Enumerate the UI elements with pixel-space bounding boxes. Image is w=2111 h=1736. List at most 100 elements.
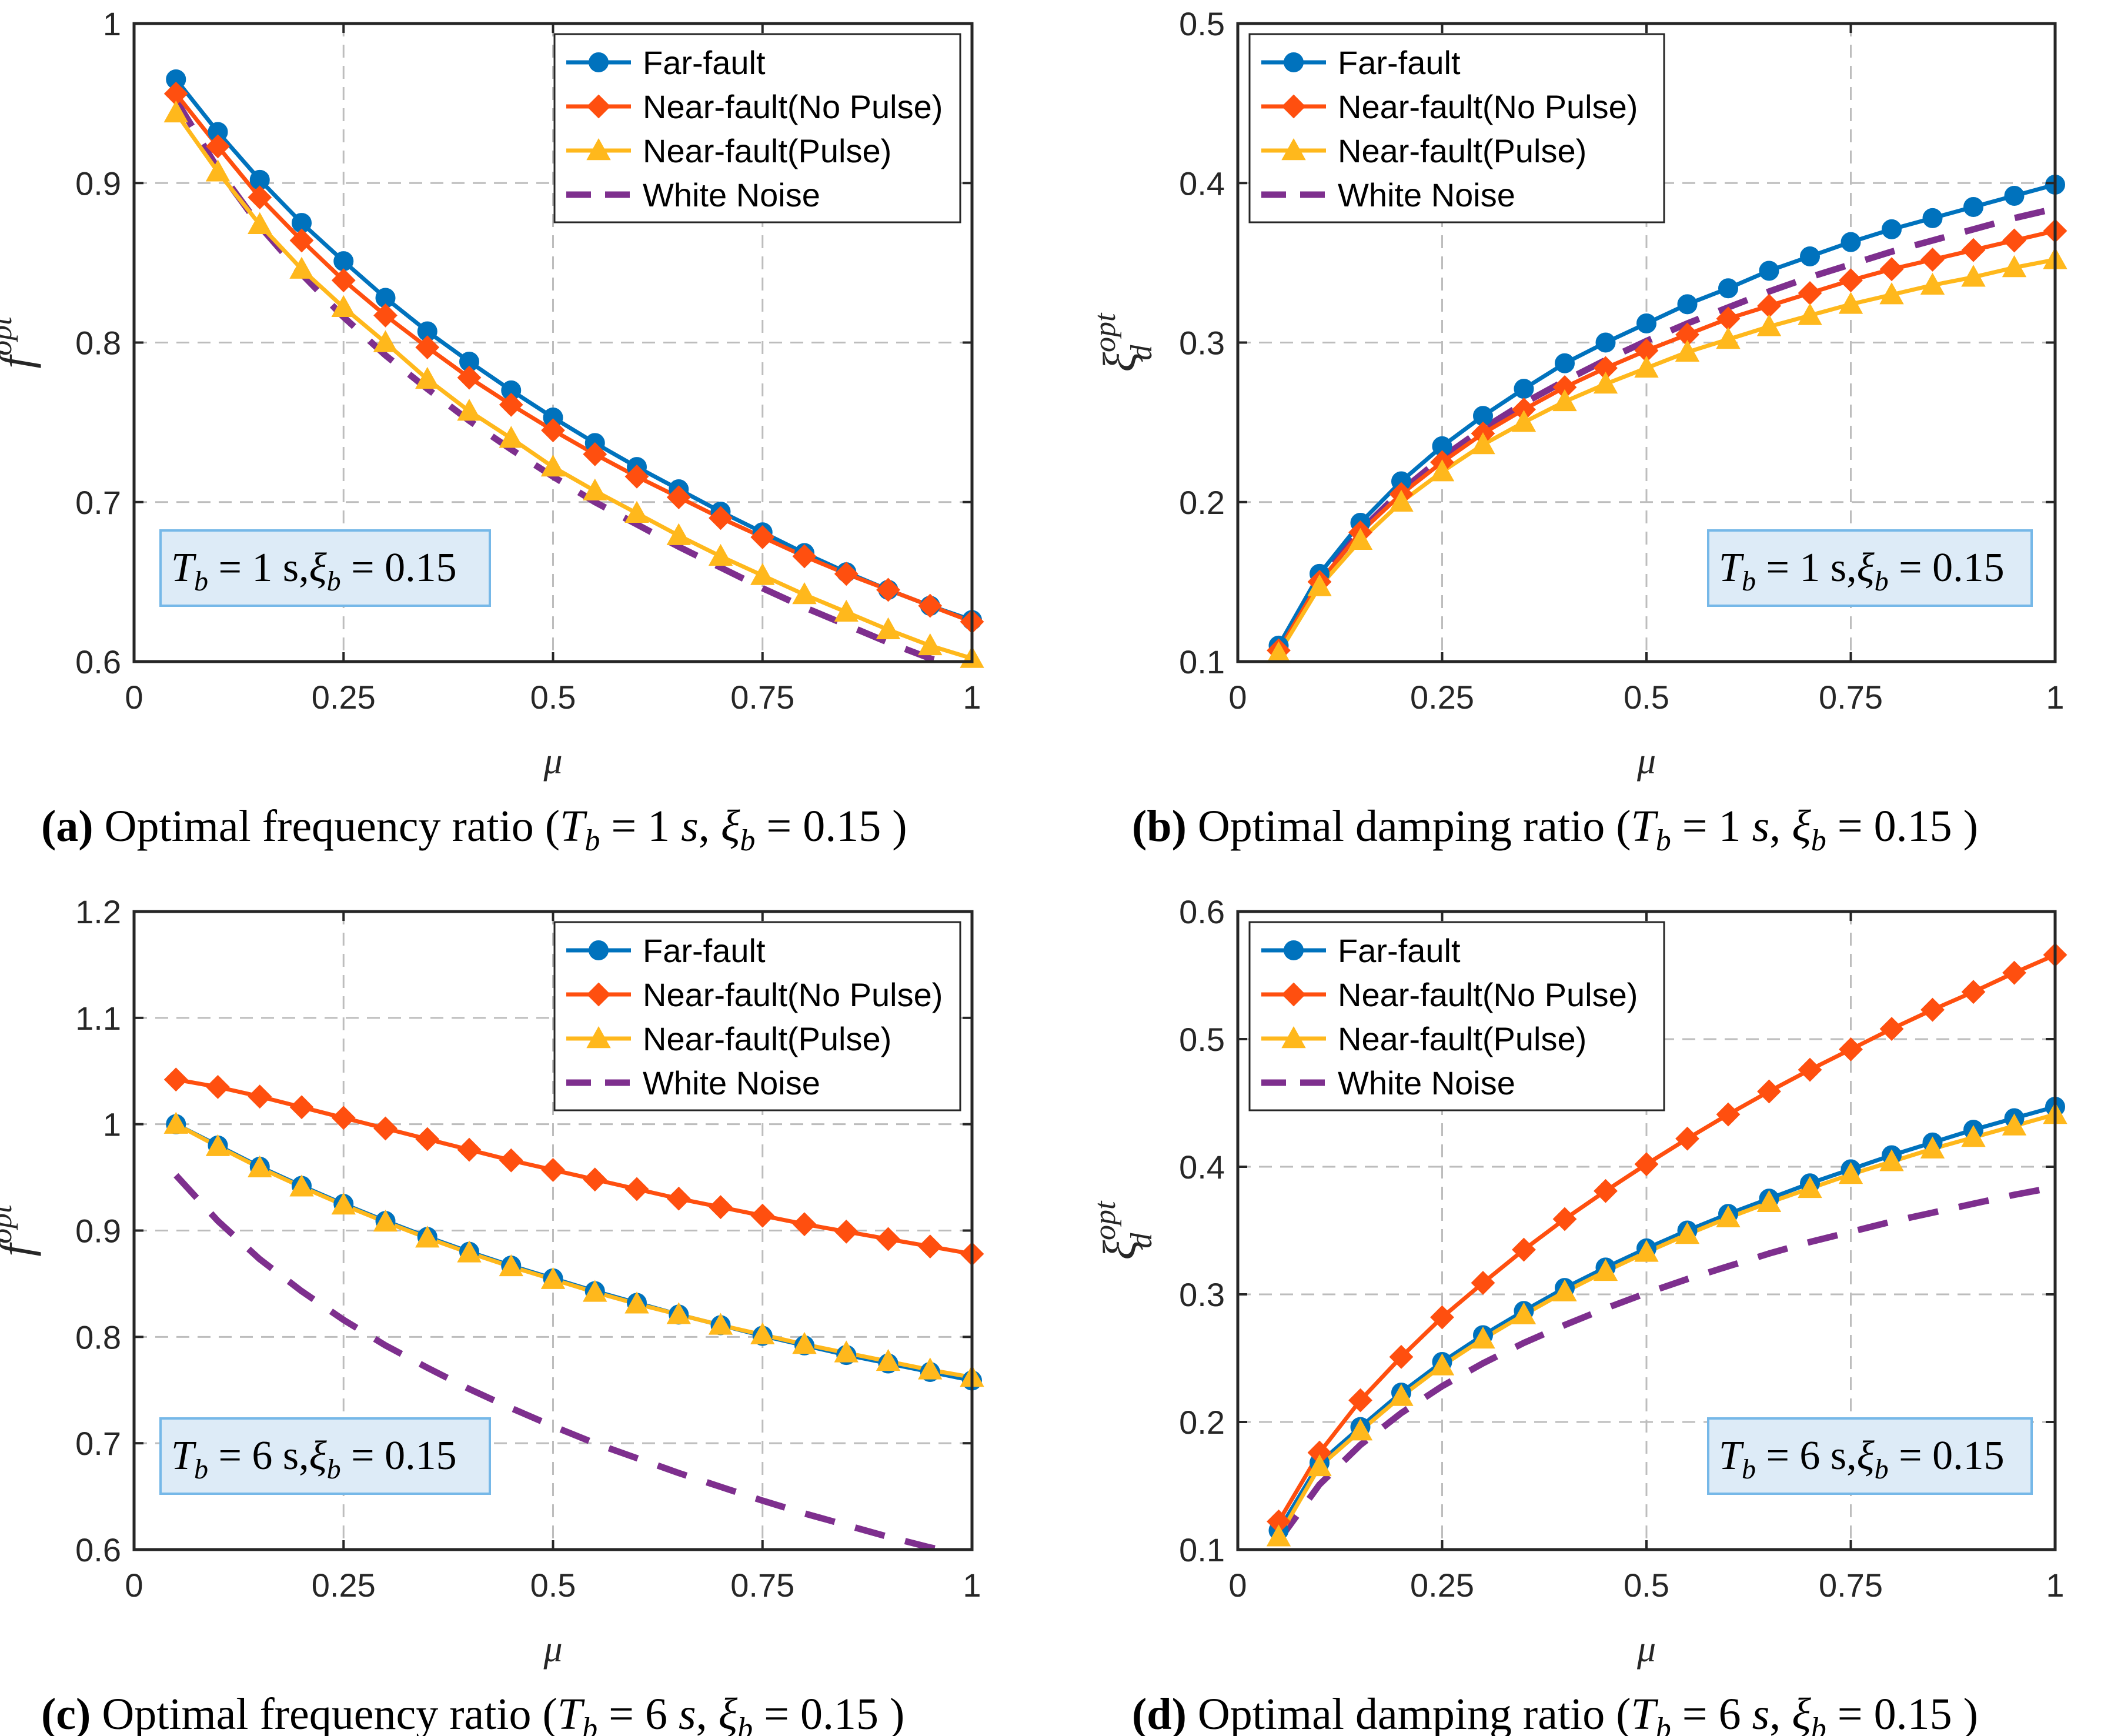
legend-label: Near-fault(Pulse) bbox=[643, 1020, 891, 1057]
x-tick-label: 1 bbox=[963, 1567, 981, 1604]
data-point-diamond bbox=[624, 464, 649, 489]
data-point-diamond bbox=[499, 392, 523, 417]
data-point-diamond bbox=[792, 544, 817, 569]
legend-swatch-marker bbox=[586, 982, 611, 1007]
legend-label: Far-fault bbox=[1338, 44, 1461, 81]
y-tick-label: 0.9 bbox=[75, 1213, 121, 1250]
data-point-diamond bbox=[415, 335, 440, 360]
legend-box bbox=[553, 33, 961, 223]
data-point-diamond bbox=[834, 562, 859, 586]
data-point-triangle bbox=[1798, 303, 1822, 325]
data-point-diamond bbox=[1675, 1126, 1699, 1151]
data-point-circle bbox=[2004, 185, 2025, 206]
data-point-triangle bbox=[457, 1240, 482, 1263]
legend-box bbox=[1248, 921, 1665, 1111]
data-point-triangle bbox=[583, 1280, 607, 1302]
annotation-t: T bbox=[171, 545, 197, 590]
data-point-triangle bbox=[1838, 292, 1863, 314]
data-point-triangle bbox=[624, 500, 649, 523]
data-point-circle bbox=[1800, 246, 1820, 267]
data-point-diamond bbox=[1879, 1017, 1904, 1041]
y-axis-label-main: ξ bbox=[1094, 1240, 1145, 1260]
legend-label: Near-fault(No Pulse) bbox=[643, 88, 943, 125]
x-tick-label: 0.75 bbox=[730, 1567, 794, 1604]
data-point-triangle bbox=[750, 1322, 775, 1344]
caption-xi-sub: b bbox=[1811, 1712, 1826, 1736]
data-point-triangle bbox=[457, 399, 482, 421]
legend-label: Near-fault(No Pulse) bbox=[1338, 88, 1638, 125]
data-point-triangle bbox=[499, 426, 523, 448]
data-point-triangle bbox=[331, 1193, 356, 1215]
caption-text: Optimal damping ratio ( bbox=[1187, 802, 1631, 851]
data-point-triangle bbox=[2002, 1113, 2027, 1136]
legend-box bbox=[1248, 33, 1665, 223]
data-point-diamond bbox=[918, 1234, 943, 1259]
data-point-diamond bbox=[206, 1074, 230, 1099]
data-point-diamond bbox=[1757, 1079, 1781, 1104]
data-point-triangle bbox=[876, 617, 901, 639]
y-tick-label: 1 bbox=[103, 5, 121, 42]
x-tick-label: 0.75 bbox=[730, 679, 794, 716]
y-axis-label: fopt bbox=[0, 316, 41, 369]
annotation-t-sub: b bbox=[194, 1454, 208, 1485]
y-tick-label: 0.5 bbox=[1179, 1021, 1225, 1058]
annotation: Tb = 1 s,ξb = 0.15 bbox=[1707, 529, 2033, 607]
legend-label: White Noise bbox=[643, 176, 820, 213]
y-axis-label: ξoptd bbox=[1088, 1200, 1158, 1260]
y-axis-label-main: ξ bbox=[1094, 352, 1145, 372]
data-point-diamond bbox=[666, 485, 691, 510]
y-tick-label: 1.1 bbox=[75, 1000, 121, 1037]
legend: Far-fault Near-fault(No Pulse) Near-fault(… bbox=[1248, 33, 1665, 223]
data-point-triangle bbox=[1716, 327, 1741, 349]
caption-t-sub: b bbox=[1656, 1712, 1671, 1736]
x-tick-label: 1 bbox=[2046, 1567, 2064, 1604]
x-tick-label: 0.25 bbox=[1410, 679, 1474, 716]
caption-xi: ξ bbox=[1792, 802, 1811, 851]
x-tick-label: 0 bbox=[1228, 679, 1247, 716]
x-tick-label: 1 bbox=[2046, 679, 2064, 716]
legend-label: Near-fault(Pulse) bbox=[1338, 132, 1586, 169]
y-tick-label: 0.8 bbox=[75, 325, 121, 362]
data-point-triangle bbox=[1838, 1161, 1863, 1184]
data-point-diamond bbox=[624, 1177, 649, 1201]
data-point-diamond bbox=[541, 418, 565, 443]
data-point-triangle bbox=[1920, 1136, 1945, 1159]
caption-unit: s bbox=[679, 1690, 696, 1736]
legend-swatch-marker bbox=[586, 94, 611, 119]
y-tick-label: 0.7 bbox=[75, 1425, 121, 1462]
y-tick-label: 0.1 bbox=[1179, 643, 1225, 680]
data-point-diamond bbox=[1471, 1271, 1495, 1295]
annotation-box bbox=[159, 1417, 491, 1495]
x-axis-label: μ bbox=[543, 1628, 562, 1670]
data-point-circle bbox=[1636, 313, 1656, 333]
x-tick-label: 0 bbox=[125, 679, 143, 716]
data-point-triangle bbox=[540, 455, 566, 477]
legend-swatch-marker bbox=[589, 52, 609, 72]
y-tick-label: 0.3 bbox=[1179, 1276, 1225, 1313]
x-tick-label: 0.25 bbox=[312, 1567, 376, 1604]
y-tick-label: 0.3 bbox=[1179, 325, 1225, 362]
data-point-triangle bbox=[750, 563, 775, 585]
data-point-triangle bbox=[1389, 1384, 1414, 1406]
annotation-xi-val: = 0.15 bbox=[341, 545, 457, 590]
data-point-diamond bbox=[415, 1127, 440, 1151]
data-point-triangle bbox=[624, 1291, 649, 1314]
data-point-triangle bbox=[1798, 1176, 1822, 1198]
legend: Far-fault Near-fault(No Pulse) Near-fault(… bbox=[553, 921, 961, 1111]
series-line-white-noise bbox=[1276, 1184, 2055, 1543]
caption-t: T bbox=[560, 802, 587, 851]
data-point-diamond bbox=[2002, 228, 2026, 253]
x-tick-label: 0.5 bbox=[1624, 1567, 1669, 1604]
y-axis-label-sup: opt bbox=[0, 316, 18, 356]
y-axis-label-sup: opt bbox=[1088, 1200, 1122, 1240]
annotation-t-val: = 1 s, bbox=[1756, 545, 1857, 590]
x-tick-label: 0 bbox=[125, 1567, 143, 1604]
legend-swatch-marker bbox=[586, 138, 611, 161]
annotation-xi: ξ bbox=[309, 1433, 327, 1478]
data-point-triangle bbox=[205, 159, 231, 182]
data-point-diamond bbox=[1757, 293, 1781, 318]
annotation-xi-sub: b bbox=[1875, 1454, 1889, 1485]
annotation-xi-val: = 0.15 bbox=[1889, 545, 2005, 590]
data-point-triangle bbox=[834, 1340, 859, 1363]
